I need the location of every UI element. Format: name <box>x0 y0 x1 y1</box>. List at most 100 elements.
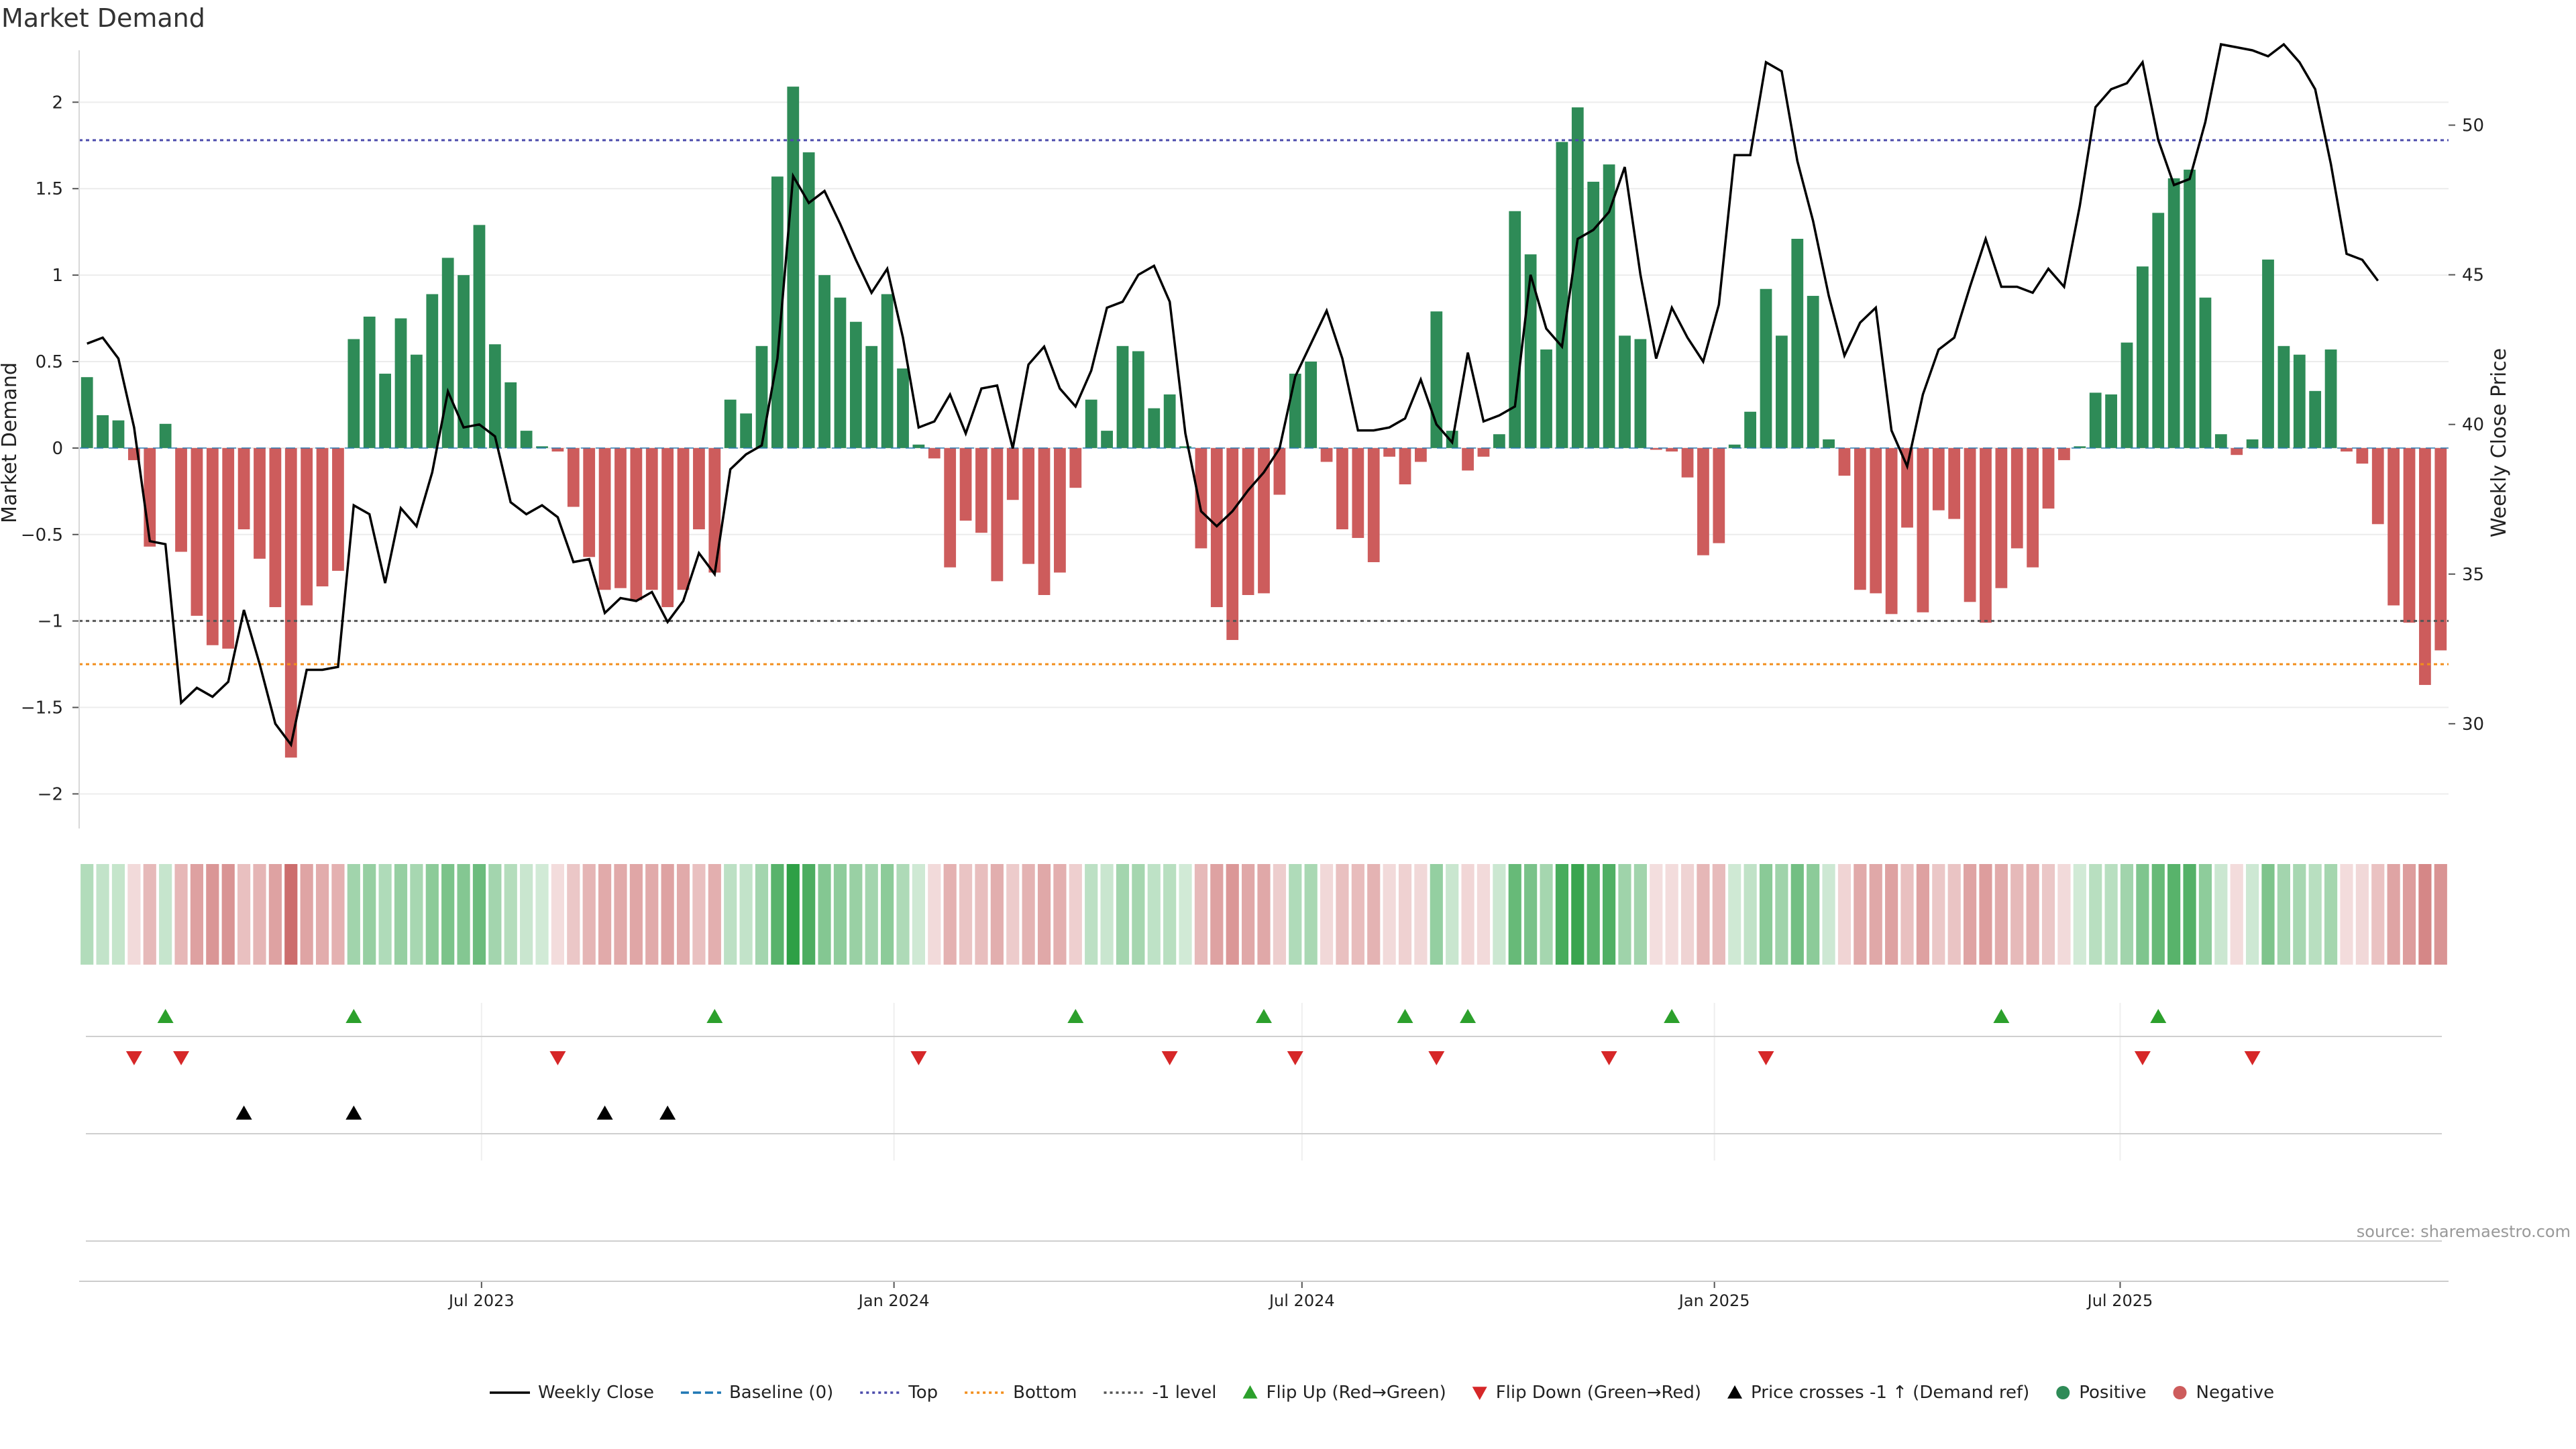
heat-cell <box>1790 864 1804 965</box>
demand-bar-positive <box>363 316 376 448</box>
legend-item: Flip Down (Green→Red) <box>1472 1383 1701 1403</box>
source-note: source: sharemaestro.com <box>2357 1222 2571 1241</box>
demand-bar-negative <box>1383 447 1396 457</box>
heat-cell <box>2246 864 2259 965</box>
demand-bar-positive <box>1571 107 1584 448</box>
heat-cell <box>1650 864 1663 965</box>
y-left-tick-label: −0.5 <box>21 525 63 545</box>
heat-cell <box>1837 864 1851 965</box>
demand-bar-negative <box>1054 447 1066 573</box>
demand-bar-positive <box>2121 342 2133 448</box>
demand-bar-positive <box>1587 181 1600 448</box>
flip-up-marker <box>1993 1009 2010 1023</box>
demand-bar-positive <box>2089 392 2102 448</box>
price-cross-marker <box>235 1106 252 1120</box>
demand-bar-negative <box>598 447 611 590</box>
heat-cell <box>2198 864 2212 965</box>
demand-bar-positive <box>1148 408 1161 448</box>
demand-bar-negative <box>1022 447 1035 564</box>
demand-bar-negative <box>1838 447 1851 476</box>
heat-cell <box>1994 864 2008 965</box>
demand-bar-negative <box>1415 447 1427 462</box>
demand-bar-positive <box>2324 349 2337 448</box>
heat-cell <box>676 864 690 965</box>
heat-cell <box>2324 864 2338 965</box>
demand-bar-positive <box>818 275 830 448</box>
heat-cell <box>1916 864 1930 965</box>
heat-cell <box>347 864 360 965</box>
demand-bar-negative <box>2058 447 2070 460</box>
heat-cell <box>2308 864 2322 965</box>
heat-cell <box>1242 864 1255 965</box>
heat-cell <box>1210 864 1224 965</box>
demand-bar-positive <box>2074 446 2086 448</box>
demand-bar-negative <box>316 447 329 587</box>
demand-bar-positive <box>473 225 486 448</box>
heat-cell <box>410 864 423 965</box>
demand-bar-positive <box>849 321 862 448</box>
heat-cell <box>253 864 266 965</box>
heat-cell <box>2183 864 2196 965</box>
demand-bar-positive <box>881 294 894 448</box>
heat-cell <box>1446 864 1459 965</box>
legend-label: Flip Up (Red→Green) <box>1267 1383 1446 1403</box>
demand-bar-negative <box>630 447 643 600</box>
heat-cell <box>2136 864 2149 965</box>
demand-bar-negative <box>614 447 627 588</box>
demand-bar-positive <box>1179 446 1191 448</box>
heat-cell <box>2057 864 2071 965</box>
demand-bar-positive <box>1509 211 1521 448</box>
heat-cell <box>2073 864 2086 965</box>
price-cross-marker <box>345 1106 362 1120</box>
demand-bar-positive <box>1760 288 1772 448</box>
heat-cell <box>2277 864 2290 965</box>
heat-cell <box>614 864 627 965</box>
demand-bar-negative <box>2403 447 2416 623</box>
grid-layer <box>79 101 2449 1161</box>
legend-item: Flip Up (Red→Green) <box>1242 1383 1446 1403</box>
heat-cell <box>1979 864 1992 965</box>
heat-cell <box>2214 864 2228 965</box>
flip-up-marker <box>706 1009 723 1023</box>
heat-cell <box>1336 864 1349 965</box>
heat-cell <box>1194 864 1208 965</box>
demand-bar-positive <box>80 377 93 448</box>
legend-label: Bottom <box>1013 1383 1077 1403</box>
legend-item: Top <box>860 1383 938 1403</box>
heat-cell <box>645 864 659 965</box>
heat-cell <box>457 864 470 965</box>
demand-bar-positive <box>1603 164 1615 448</box>
demand-bar-negative <box>1006 447 1019 500</box>
y-left-tick-label: −2 <box>38 784 63 804</box>
y-left-label: Market Demand <box>0 362 21 523</box>
demand-bar-negative <box>2231 447 2243 455</box>
heat-cell <box>1493 864 1506 965</box>
demand-bar-positive <box>740 413 752 448</box>
flip-down-marker <box>1287 1051 1303 1065</box>
heat-cell <box>567 864 580 965</box>
heat-cell <box>739 864 753 965</box>
heat-cell <box>755 864 769 965</box>
heat-cell <box>551 864 565 965</box>
demand-bar-negative <box>2027 447 2039 568</box>
heat-cell <box>1226 864 1239 965</box>
flip-down-marker <box>2244 1051 2261 1065</box>
heat-cell <box>629 864 643 965</box>
heat-cell <box>1022 864 1035 965</box>
demand-bar-positive <box>1807 296 1819 448</box>
y-left-tick-label: 1 <box>52 266 63 286</box>
demand-bar-positive <box>2136 266 2149 448</box>
demand-bar-negative <box>944 447 957 568</box>
demand-bar-positive <box>724 399 737 448</box>
demand-bar-positive <box>1163 394 1176 448</box>
heat-cell <box>190 864 204 965</box>
heat-cell <box>1273 864 1286 965</box>
heat-cell <box>363 864 376 965</box>
heat-cell <box>1869 864 1882 965</box>
demand-bar-negative <box>1069 447 1082 488</box>
legend-swatch <box>1727 1385 1743 1399</box>
heat-cell <box>2167 864 2181 965</box>
demand-bar-negative <box>1948 447 1961 519</box>
demand-bar-positive <box>2309 390 2322 448</box>
heat-cell <box>1712 864 1725 965</box>
